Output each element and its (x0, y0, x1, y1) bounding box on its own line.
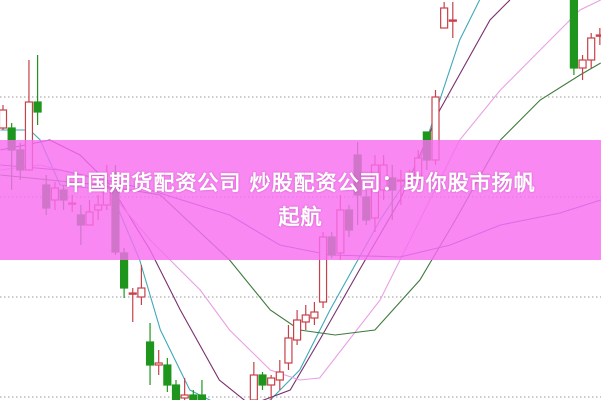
candle-body (163, 364, 172, 386)
candle-body (578, 59, 587, 69)
candle-body (301, 314, 310, 323)
banner-title-line1: 中国期货配资公司 炒股配资公司：助你股市扬帆 (65, 171, 536, 195)
banner-title-line2: 起航 (278, 205, 323, 229)
candle-body (0, 109, 8, 129)
candle-body (180, 394, 189, 399)
candle (293, 310, 302, 345)
candle-body (569, 0, 579, 69)
candle (258, 372, 267, 390)
candle-body (171, 384, 181, 400)
candle (284, 325, 293, 370)
candle-body (448, 19, 457, 22)
candle-body (267, 377, 276, 386)
candle (180, 378, 189, 400)
candle (595, 28, 601, 45)
candle-body (275, 371, 284, 381)
candle (249, 362, 258, 400)
candle-body (145, 341, 155, 366)
candle-body (189, 394, 198, 400)
candle (569, 0, 579, 75)
candle (145, 323, 155, 385)
candle (267, 375, 276, 400)
candle (197, 380, 207, 400)
candle (440, 2, 449, 29)
candle (301, 305, 310, 330)
candle (128, 288, 137, 322)
candle (587, 33, 596, 68)
candle-body (128, 292, 137, 295)
candle-body (293, 319, 302, 341)
candle (310, 302, 319, 325)
candle-body (137, 287, 146, 298)
candle-body (249, 374, 258, 400)
candle (137, 265, 146, 305)
candle (578, 55, 587, 80)
candle-body (587, 37, 596, 61)
candle (171, 380, 181, 400)
candle (33, 55, 42, 125)
candle-body (197, 394, 207, 400)
candle-body (258, 374, 267, 386)
candle (163, 358, 172, 392)
candle-body (284, 337, 293, 364)
candle-body (440, 7, 449, 29)
candle-body (595, 34, 601, 37)
candle (448, 2, 457, 38)
title-banner: 中国期货配资公司 炒股配资公司：助你股市扬帆 起航 (0, 140, 601, 260)
candle (0, 105, 8, 130)
candle-body (33, 101, 42, 113)
candle-body (310, 311, 319, 319)
candle-body (154, 362, 163, 366)
candle (154, 350, 163, 375)
candle (189, 390, 198, 400)
candle (275, 360, 284, 390)
